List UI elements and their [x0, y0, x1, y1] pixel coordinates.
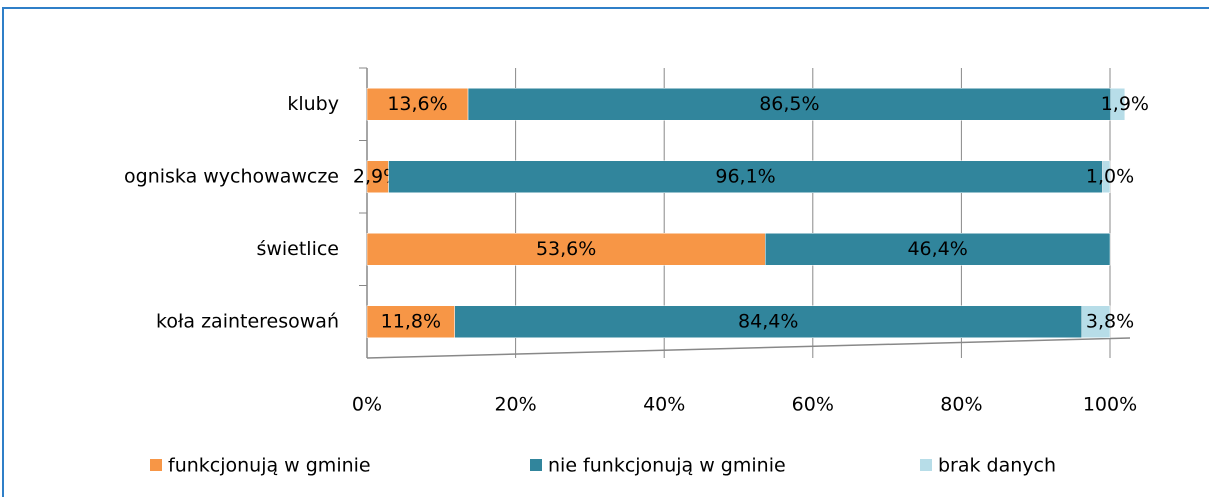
legend-swatch	[530, 459, 542, 471]
legend-label: funkcjonują w gminie	[168, 455, 371, 477]
value-label: 84,4%	[738, 310, 798, 332]
value-label: 13,6%	[387, 93, 447, 115]
legend-swatch	[150, 459, 162, 471]
x-tick-label: 100%	[1083, 394, 1137, 416]
bar-segment	[366, 305, 455, 338]
bar-segment	[1102, 160, 1111, 193]
legend-swatch	[920, 459, 932, 471]
bar-segment	[366, 233, 766, 266]
y-tick-label: ogniska wychowawcze	[124, 165, 339, 187]
y-tick-label: kluby	[287, 93, 339, 115]
bar-segment	[388, 160, 1103, 193]
y-tick-label: koła zainteresowań	[156, 310, 339, 332]
legend-label: brak danych	[938, 455, 1056, 477]
y-tick-label: świetlice	[256, 238, 339, 260]
bar-segment	[366, 88, 469, 121]
x-tick-label: 0%	[352, 394, 382, 416]
bar-segment	[467, 88, 1111, 121]
x-tick-label: 40%	[643, 394, 685, 416]
value-label: 46,4%	[907, 238, 967, 260]
bar-segment	[1110, 88, 1126, 121]
legend-label: nie funkcjonują w gminie	[548, 455, 786, 477]
bar-segment	[1081, 305, 1111, 338]
x-tick-label: 60%	[792, 394, 834, 416]
x-axis	[366, 337, 1131, 359]
x-tick-label: 80%	[940, 394, 982, 416]
value-label: 11,8%	[381, 310, 441, 332]
bar-segment	[764, 233, 1111, 266]
x-tick-label: 20%	[494, 394, 536, 416]
bar-segment	[454, 305, 1083, 338]
value-label: 1,0%	[1086, 165, 1134, 187]
value-label: 86,5%	[759, 93, 819, 115]
value-label: 1,9%	[1101, 93, 1149, 115]
value-label: 96,1%	[715, 165, 775, 187]
value-label: 53,6%	[536, 238, 596, 260]
value-label: 3,8%	[1086, 310, 1134, 332]
